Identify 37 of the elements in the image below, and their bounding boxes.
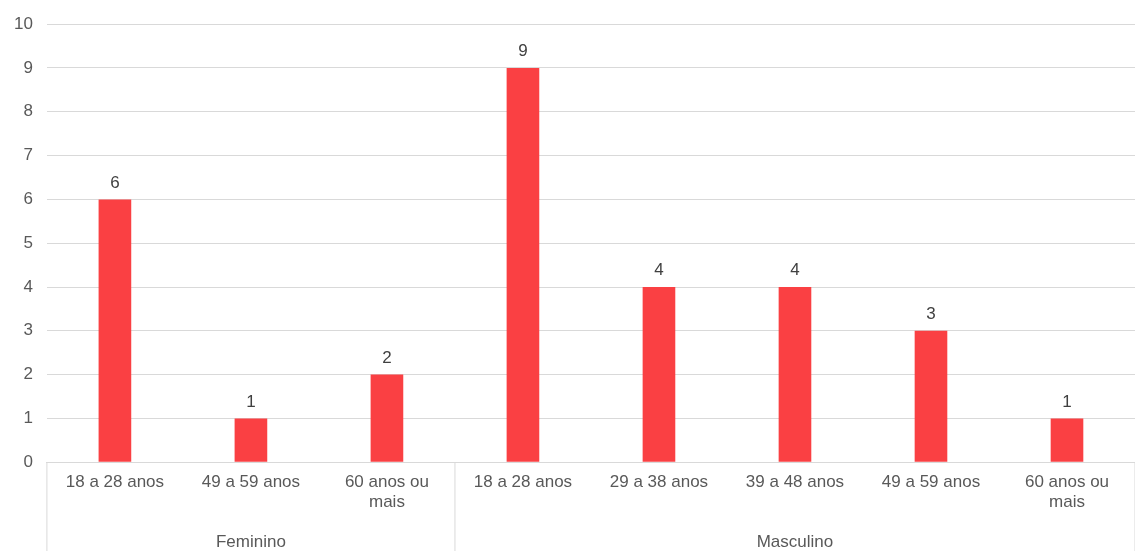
text: Feminino (215, 532, 286, 551)
x-tick-label: 49 a 59 anos (881, 472, 981, 492)
bar (642, 287, 676, 462)
x-tick-label: 60 anos ou mais (1024, 472, 1110, 512)
data-label: 1 (1062, 391, 1072, 411)
bar (234, 418, 268, 462)
x-tick-label: 29 a 38 anos (609, 472, 709, 492)
y-tick-label: 0 (23, 451, 33, 471)
y-tick-label: 5 (23, 232, 33, 252)
x-tick-label: 18 a 28 anos (473, 472, 573, 492)
x-tick-label: 39 a 48 anos (745, 472, 845, 492)
bar (506, 68, 540, 462)
data-label: 4 (790, 260, 800, 280)
data-label: 3 (926, 303, 936, 323)
bar (1050, 418, 1084, 462)
bar (914, 330, 948, 462)
y-tick-label: 7 (23, 145, 33, 165)
y-tick-label: 9 (23, 57, 33, 77)
y-tick-label: 1 (23, 408, 33, 428)
bar (98, 199, 132, 462)
x-tick-label: 18 a 28 anos (65, 472, 165, 492)
x-tick-label: 49 a 59 anos (201, 472, 301, 492)
y-tick-label: 8 (23, 101, 33, 121)
data-label: 6 (110, 172, 120, 192)
y-tick-label: 2 (23, 364, 33, 384)
data-label: 2 (382, 347, 392, 367)
text: Masculino (756, 532, 834, 551)
data-label: 9 (518, 41, 528, 61)
y-tick-label: 4 (23, 276, 33, 296)
bar (778, 287, 812, 462)
x-tick-label: 60 anos ou mais (344, 472, 430, 512)
y-tick-label: 10 (13, 13, 33, 33)
y-tick-label: 6 (23, 189, 33, 209)
bar (370, 374, 404, 462)
y-tick-label: 3 (23, 320, 33, 340)
data-label: 4 (654, 260, 664, 280)
data-label: 1 (246, 391, 256, 411)
